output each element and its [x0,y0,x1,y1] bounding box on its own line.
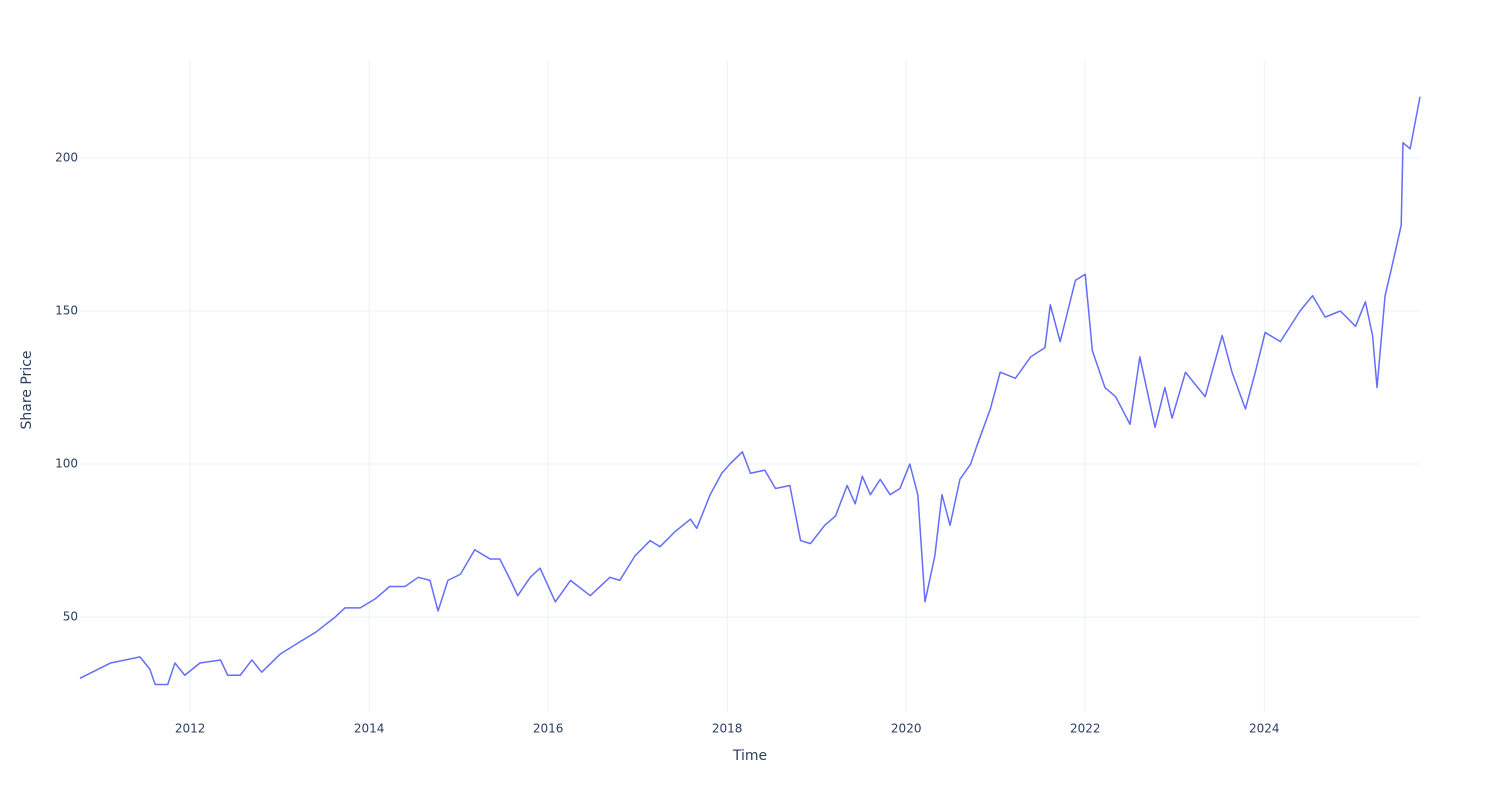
x-tick-label: 2014 [354,722,385,736]
x-tick-label: 2024 [1249,722,1280,736]
x-axis-title: Time [732,748,767,764]
y-tick-label: 150 [55,304,78,318]
x-tick-label: 2020 [891,722,922,736]
x-tick-label: 2012 [175,722,206,736]
x-tick-label: 2022 [1070,722,1101,736]
y-tick-label: 100 [55,457,78,471]
x-tick-label: 2016 [533,722,564,736]
y-axis-title: Share Price [19,350,35,429]
y-tick-label: 200 [55,150,78,164]
x-tick-label: 2018 [712,722,743,736]
y-tick-label: 50 [63,610,78,624]
price-line [79,96,1421,686]
grid [80,60,1420,712]
